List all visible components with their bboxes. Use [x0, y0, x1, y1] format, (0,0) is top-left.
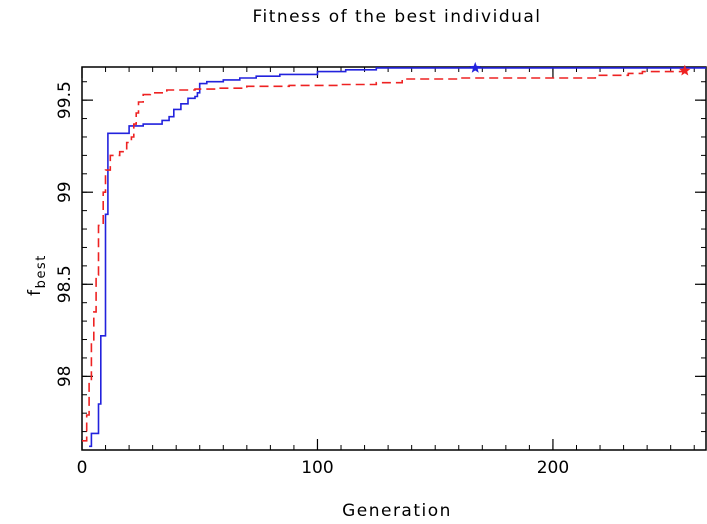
- x-tick-label: 200: [537, 458, 569, 478]
- y-axis-label-sub: best: [34, 254, 49, 288]
- x-axis-label: Generation: [342, 501, 452, 521]
- svg-text:fbest: fbest: [25, 254, 49, 296]
- plot-area: 0 100 200 98 98.5 99 99.5: [55, 61, 707, 478]
- series-line-1: [82, 70, 684, 442]
- y-tick-label: 99: [55, 181, 75, 203]
- x-tick-label: 100: [301, 458, 333, 478]
- y-tick-label: 99.5: [55, 81, 75, 119]
- plot-frame: [81, 66, 707, 451]
- series-marker-1: [679, 64, 691, 76]
- y-tick-label: 98: [55, 366, 75, 388]
- chart-title: Fitness of the best individual: [252, 7, 541, 27]
- y-axis-label: fbest: [25, 254, 49, 296]
- x-tick-label: 0: [77, 458, 88, 478]
- series-line-0: [89, 67, 706, 448]
- series-marker-0: [469, 61, 481, 73]
- y-axis-label-main: f: [25, 288, 45, 296]
- y-tick-label: 98.5: [55, 265, 75, 303]
